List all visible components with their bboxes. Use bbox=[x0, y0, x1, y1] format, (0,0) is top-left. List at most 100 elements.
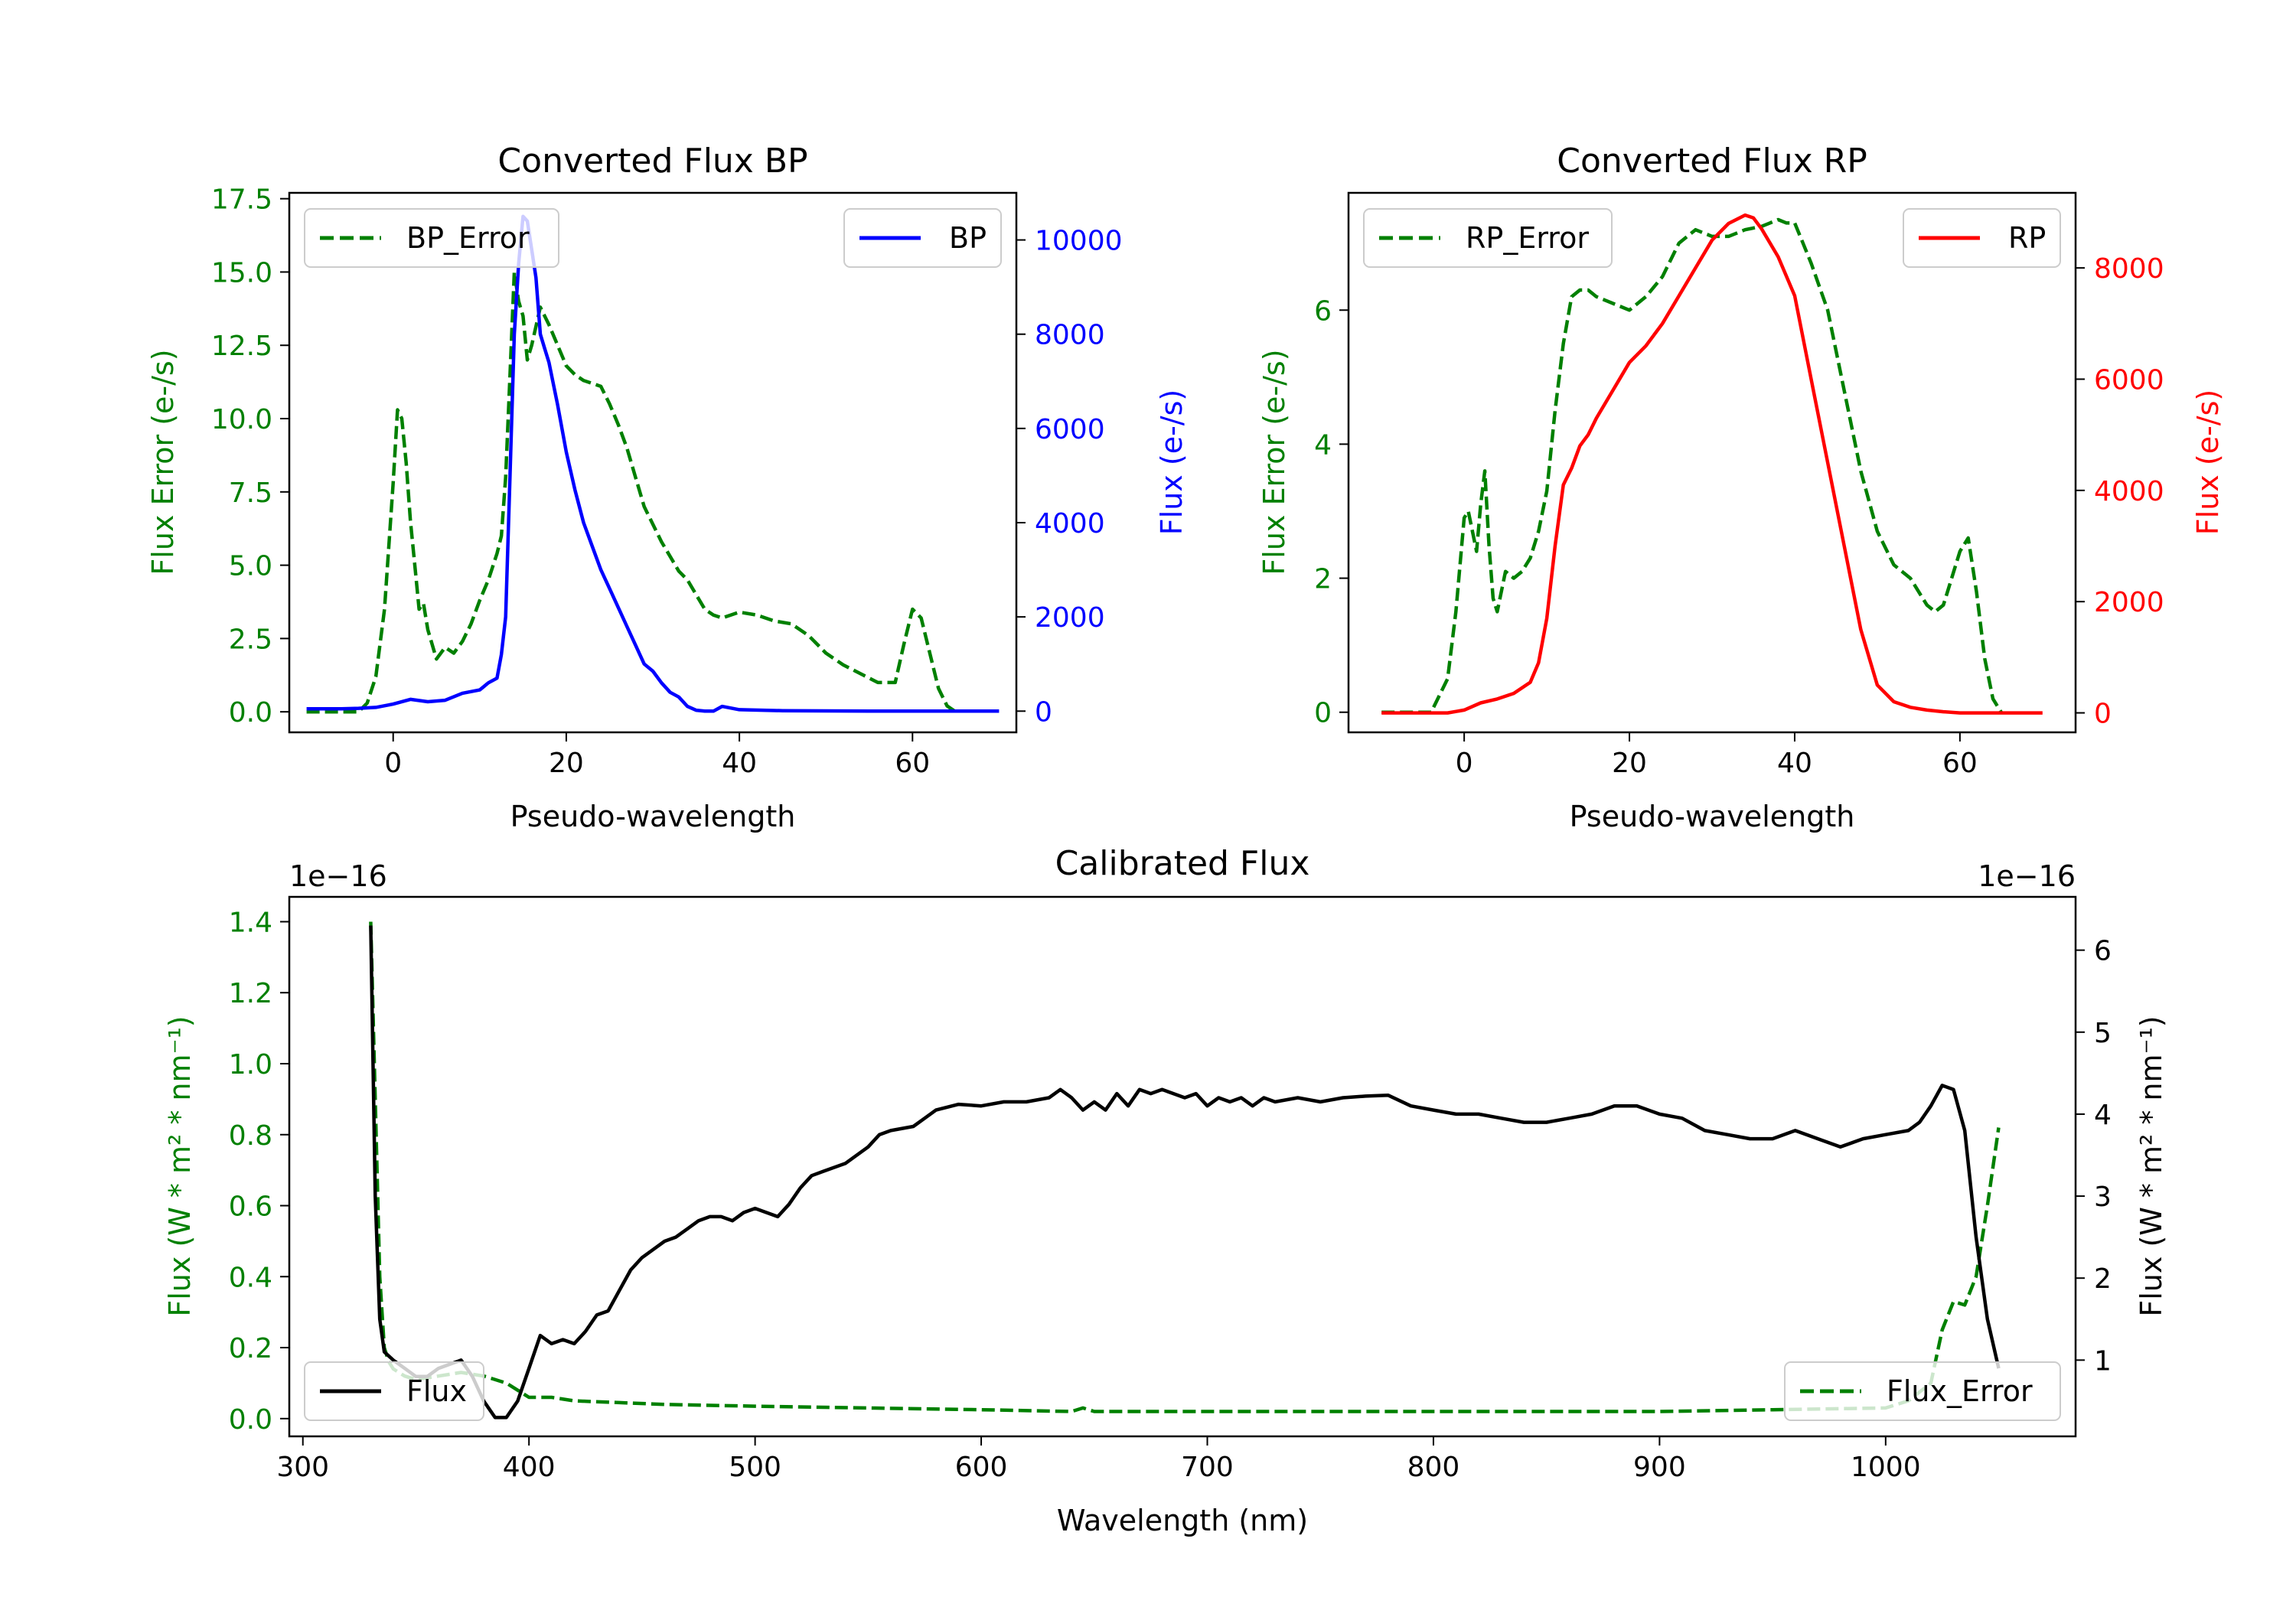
rp-left-tick-label: 2 bbox=[1314, 564, 1332, 595]
bp-x-tick-label: 20 bbox=[549, 748, 584, 779]
bp-x-tick-label: 60 bbox=[895, 748, 930, 779]
cal-left-axis: 0.0 0.2 0.4 0.6 0.8 1.0 1.2 1.4 bbox=[229, 907, 289, 1436]
rp-x-tick-label: 40 bbox=[1777, 748, 1812, 779]
cal-left-tick-label: 0.2 bbox=[229, 1333, 272, 1364]
cal-x-tick-label: 300 bbox=[276, 1452, 329, 1483]
cal-legend-left[interactable]: Flux bbox=[304, 1361, 484, 1421]
rp-right-axis-label: Flux (e-/s) bbox=[2191, 390, 2225, 535]
bp-left-tick-label: 7.5 bbox=[229, 478, 272, 509]
cal-plot-frame bbox=[288, 895, 2077, 1438]
cal-left-tick-label: 0.0 bbox=[229, 1404, 272, 1436]
bp-plot-frame bbox=[288, 191, 1018, 734]
cal-left-axis-label: Flux (W * m² * nm⁻¹) bbox=[163, 1015, 197, 1316]
cal-title: Calibrated Flux bbox=[1055, 844, 1310, 883]
bp-left-axis-label: Flux Error (e-/s) bbox=[146, 349, 180, 575]
rp-right-tick-label: 8000 bbox=[2094, 253, 2164, 285]
bp-left-tick-label: 17.5 bbox=[211, 184, 272, 216]
cal-series-line-flux bbox=[369, 925, 2001, 1420]
rp-left-tick-label: 4 bbox=[1314, 429, 1332, 461]
bp-legend-right[interactable]: BP bbox=[843, 208, 1002, 268]
bp-x-axis-label: Pseudo-wavelength bbox=[510, 800, 796, 833]
rp-right-axis: 0 2000 4000 6000 8000 bbox=[2076, 253, 2164, 730]
bp-right-tick-label: 2000 bbox=[1035, 602, 1105, 634]
rp-x-tick-label: 20 bbox=[1612, 748, 1647, 779]
cal-x-tick-label: 1000 bbox=[1851, 1452, 1921, 1483]
bp-left-tick-label: 15.0 bbox=[211, 257, 272, 288]
cal-right-offset-label: 1e−16 bbox=[1978, 859, 2076, 893]
cal-legend-right-box bbox=[1784, 1361, 2061, 1421]
bp-left-tick-label: 0.0 bbox=[229, 697, 272, 729]
cal-x-tick-label: 800 bbox=[1407, 1452, 1460, 1483]
rp-legend-right[interactable]: RP bbox=[1903, 208, 2061, 268]
bp-legend-left-label: BP_Error bbox=[406, 221, 530, 255]
rp-left-tick-label: 0 bbox=[1314, 698, 1332, 729]
bp-left-axis: 0.0 2.5 5.0 7.5 10.0 12.5 15.0 17.5 bbox=[211, 184, 289, 729]
bp-title: Converted Flux BP bbox=[497, 142, 807, 181]
rp-legend-left-label: RP_Error bbox=[1466, 221, 1589, 255]
cal-x-axis-label: Wavelength (nm) bbox=[1057, 1504, 1308, 1537]
rp-x-axis-label: Pseudo-wavelength bbox=[1570, 800, 1855, 833]
bp-left-tick-label: 5.0 bbox=[229, 551, 272, 582]
bp-right-axis-label: Flux (e-/s) bbox=[1155, 390, 1189, 535]
rp-chart: Converted Flux RP 0 20 40 60 0 2 4 6 0 2000 4000… bbox=[1257, 142, 2225, 833]
cal-right-axis-label: Flux (W * m² * nm⁻¹) bbox=[2135, 1015, 2168, 1316]
rp-left-axis: 0 2 4 6 bbox=[1314, 295, 1349, 729]
bp-left-tick-label: 2.5 bbox=[229, 624, 272, 655]
rp-right-tick-label: 0 bbox=[2094, 699, 2112, 730]
bp-x-axis: 0 20 40 60 bbox=[384, 732, 930, 779]
cal-x-tick-label: 900 bbox=[1633, 1452, 1686, 1483]
cal-right-tick-label: 3 bbox=[2094, 1182, 2112, 1213]
cal-left-offset-label: 1e−16 bbox=[289, 859, 387, 893]
rp-right-tick-label: 4000 bbox=[2094, 476, 2164, 507]
rp-x-axis: 0 20 40 60 bbox=[1456, 732, 1978, 779]
bp-legend-right-label: BP bbox=[949, 221, 987, 255]
cal-x-tick-label: 400 bbox=[503, 1452, 556, 1483]
cal-right-tick-label: 4 bbox=[2094, 1100, 2112, 1131]
rp-plot-frame bbox=[1347, 191, 2077, 734]
rp-legend-left-box bbox=[1363, 208, 1613, 268]
cal-right-axis: 1 2 3 4 5 6 bbox=[2076, 936, 2112, 1377]
cal-left-tick-label: 1.0 bbox=[229, 1049, 272, 1081]
cal-right-tick-label: 6 bbox=[2094, 936, 2112, 967]
bp-legend-right-box bbox=[843, 208, 1002, 268]
bp-x-tick-label: 40 bbox=[722, 748, 757, 779]
cal-left-tick-label: 0.4 bbox=[229, 1262, 272, 1293]
rp-left-tick-label: 6 bbox=[1314, 295, 1332, 327]
bp-right-tick-label: 8000 bbox=[1035, 320, 1105, 351]
cal-x-tick-label: 600 bbox=[955, 1452, 1008, 1483]
bp-series-group bbox=[306, 214, 1000, 714]
bp-series-line-bp-error bbox=[306, 270, 957, 714]
cal-left-tick-label: 0.8 bbox=[229, 1120, 272, 1152]
rp-series-group bbox=[1381, 213, 2043, 715]
rp-series-line-rp-error bbox=[1381, 217, 2003, 714]
rp-right-tick-label: 6000 bbox=[2094, 364, 2164, 396]
bp-chart: Converted Flux BP 0 20 40 60 0.0 2.5 5.0 7.5 10… bbox=[146, 142, 1189, 833]
cal-left-tick-label: 1.4 bbox=[229, 907, 272, 938]
cal-legend-right[interactable]: Flux_Error bbox=[1784, 1361, 2061, 1421]
rp-legend-right-label: RP bbox=[2008, 221, 2046, 255]
cal-x-axis: 300 400 500 600 700 800 900 1000 bbox=[276, 1436, 1921, 1483]
bp-legend-left[interactable]: BP_Error bbox=[304, 208, 559, 268]
rp-series-line-rp bbox=[1381, 213, 2043, 715]
cal-x-tick-label: 700 bbox=[1181, 1452, 1234, 1483]
bp-right-tick-label: 6000 bbox=[1035, 414, 1105, 445]
rp-right-tick-label: 2000 bbox=[2094, 587, 2164, 618]
cal-x-tick-label: 500 bbox=[729, 1452, 781, 1483]
rp-title: Converted Flux RP bbox=[1557, 142, 1867, 181]
bp-right-axis: 0 2000 4000 6000 8000 10000 bbox=[1016, 226, 1123, 728]
bp-series-line-bp bbox=[306, 214, 1000, 713]
cal-right-tick-label: 1 bbox=[2094, 1345, 2112, 1377]
rp-left-axis-label: Flux Error (e-/s) bbox=[1257, 349, 1291, 575]
bp-x-tick-label: 0 bbox=[384, 748, 402, 779]
bp-right-tick-label: 10000 bbox=[1035, 226, 1123, 257]
cal-legend-left-label: Flux bbox=[406, 1374, 467, 1408]
cal-right-tick-label: 5 bbox=[2094, 1018, 2112, 1049]
cal-left-tick-label: 1.2 bbox=[229, 978, 272, 1009]
rp-legend-left[interactable]: RP_Error bbox=[1363, 208, 1613, 268]
bp-right-tick-label: 4000 bbox=[1035, 508, 1105, 539]
cal-right-tick-label: 2 bbox=[2094, 1263, 2112, 1295]
bp-legend-left-box bbox=[304, 208, 559, 268]
cal-legend-right-label: Flux_Error bbox=[1887, 1374, 2033, 1408]
cal-left-tick-label: 0.6 bbox=[229, 1191, 272, 1223]
